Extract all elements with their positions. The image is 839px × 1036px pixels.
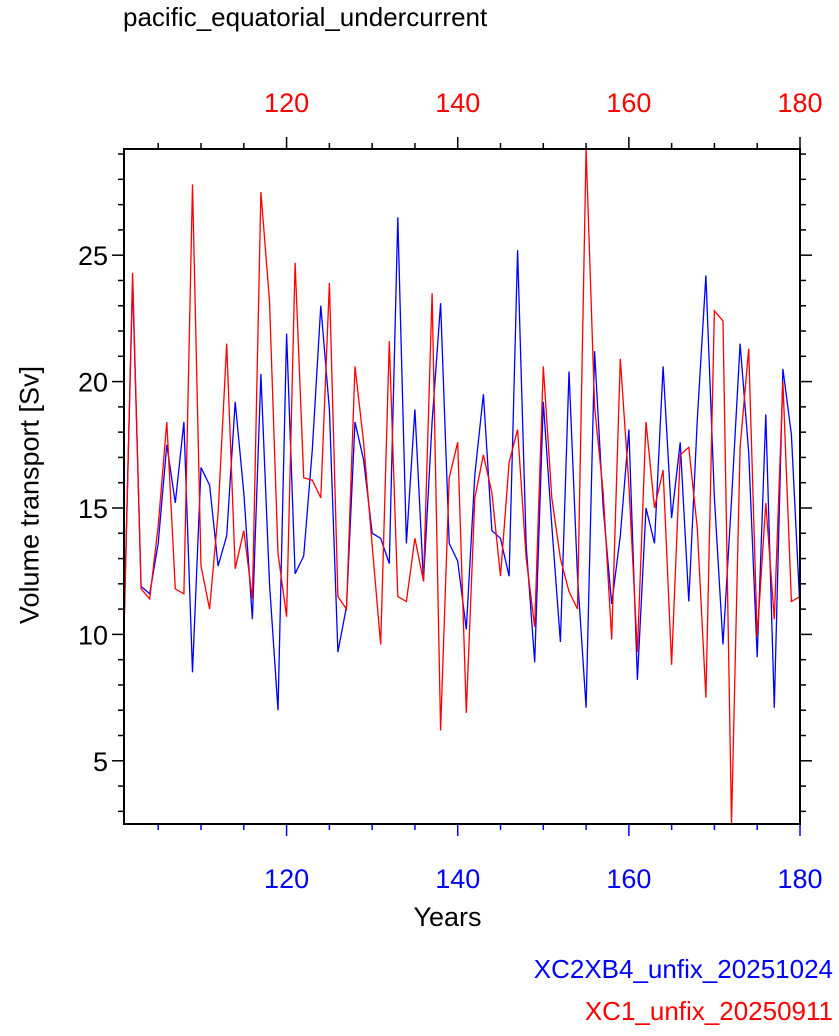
y-axis-label: Volume transport [Sv] (14, 365, 45, 625)
x-tick-label-top: 180 (777, 88, 822, 118)
y-tick-label: 5 (93, 747, 108, 777)
series-line-red (123, 148, 801, 825)
series-line-blue (123, 217, 801, 711)
x-tick-label-top: 140 (435, 88, 480, 118)
y-tick-label: 15 (78, 494, 108, 524)
x-tick-label-bottom: 160 (606, 864, 651, 894)
tick-labels: 5 10 15 20 25 120 140 160 180 120 140 160 180 (78, 88, 823, 894)
plot-frame (123, 148, 801, 825)
chart-title: pacific_equatorial_undercurrent (123, 2, 488, 32)
x-tick-label-bottom: 180 (777, 864, 822, 894)
y-tick-label: 25 (78, 241, 108, 271)
x-tick-label-bottom: 140 (435, 864, 480, 894)
y-tick-label: 20 (78, 368, 108, 398)
x-tick-label-top: 160 (606, 88, 651, 118)
legend-entry-red: XC1_unfix_20250911 (584, 996, 833, 1026)
x-axis-label: Years (413, 902, 482, 932)
tick-marks (112, 137, 812, 836)
legend-entry-blue: XC2XB4_unfix_20251024 (533, 954, 833, 984)
x-tick-label-bottom: 120 (264, 864, 309, 894)
series-lines (123, 148, 801, 825)
y-tick-label: 10 (78, 620, 108, 650)
x-tick-label-top: 120 (264, 88, 309, 118)
